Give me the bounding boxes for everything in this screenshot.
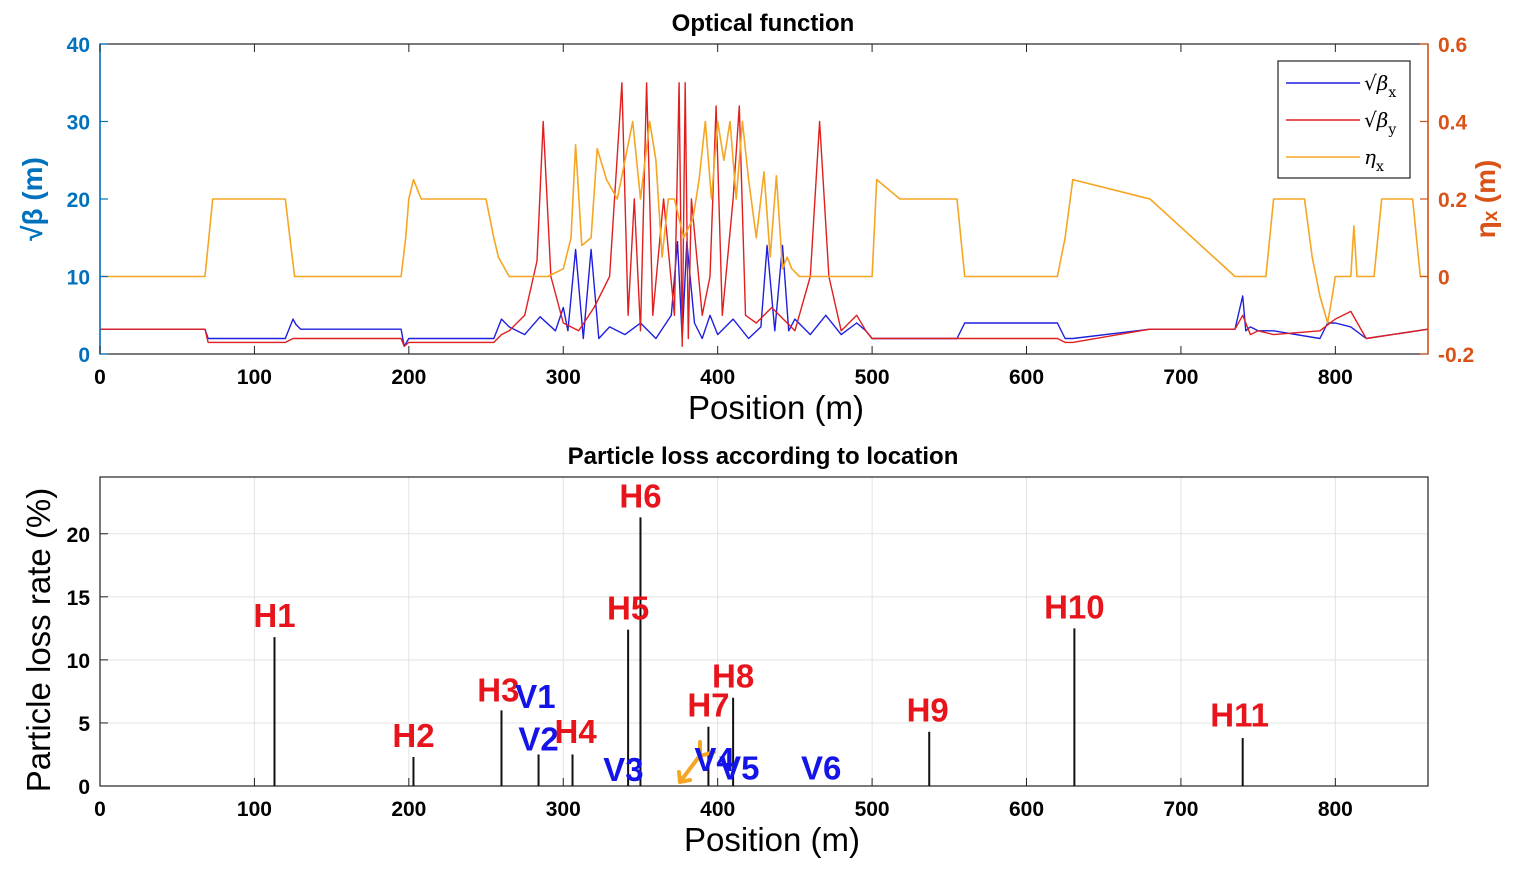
y-tick-label: 0 — [78, 776, 90, 799]
chart2-axes-group: 0 100 200 300 400 500 600 700 800 0 5 10 15 20 — [67, 524, 1353, 821]
x-tick-label: 200 — [391, 366, 426, 389]
chart1-axes-group: 0 100 200 300 400 500 600 700 800 0 10 20 30 40 -0.2 0 0… — [67, 34, 1475, 389]
orange-arrow-icon — [677, 756, 700, 784]
y-right-tick-label: 0.6 — [1438, 34, 1467, 57]
annotation-v6: V6 — [801, 750, 841, 787]
annotation-v3: V3 — [603, 751, 643, 788]
y-left-tick-label: 10 — [67, 267, 90, 290]
x-tick-label: 600 — [1009, 366, 1044, 389]
chart2-grid — [99, 477, 1428, 787]
x-tick-label: 600 — [1009, 798, 1044, 821]
y-right-tick-label: 0.4 — [1438, 112, 1468, 135]
x-tick-label: 0 — [94, 366, 106, 389]
y-right-tick-label: 0 — [1438, 267, 1450, 290]
y-tick-label: 5 — [78, 713, 90, 736]
x-tick-label: 800 — [1318, 366, 1353, 389]
annotation-h11: H11 — [1210, 697, 1269, 734]
x-tick-label: 300 — [546, 366, 581, 389]
legend-base-beta-x: √β — [1364, 71, 1388, 95]
annotation-v2: V2 — [518, 721, 558, 758]
legend-sub-beta-x: x — [1388, 85, 1396, 101]
chart1-x-axis-label: Position (m) — [688, 389, 864, 426]
annotation-v1: V1 — [515, 678, 555, 715]
annotation-h4: H4 — [555, 713, 598, 750]
x-tick-label: 200 — [391, 798, 426, 821]
annotation-h9: H9 — [907, 692, 949, 729]
annotation-v4: V4 — [694, 741, 735, 778]
y-left-tick-label: 0 — [78, 344, 90, 367]
chart2-x-axis-label: Position (m) — [684, 821, 860, 858]
x-tick-label: 100 — [237, 366, 272, 389]
chart1-left-axis-label: √β (m) — [17, 157, 48, 241]
series-line-eta-x — [100, 120, 1428, 324]
annotation-h7: H7 — [687, 687, 729, 724]
annotation-h3: H3 — [477, 671, 519, 708]
y-tick-label: 10 — [67, 650, 90, 673]
legend-label-eta-x: ηx — [1364, 145, 1384, 175]
x-tick-label: 100 — [237, 798, 272, 821]
x-tick-label: 800 — [1318, 798, 1353, 821]
legend-base-beta-y: √β — [1364, 108, 1388, 132]
legend-label-beta-x: √βx — [1364, 71, 1396, 101]
series-line-beta-y — [100, 82, 1429, 347]
y-tick-label: 20 — [67, 524, 90, 547]
y-tick-label: 15 — [67, 587, 91, 610]
y-right-tick-label: 0.2 — [1438, 189, 1467, 212]
annotation-h10: H10 — [1044, 588, 1105, 625]
y-right-tick-label: -0.2 — [1438, 344, 1474, 367]
y-left-tick-label: 30 — [67, 112, 90, 135]
annotation-h6: H6 — [619, 477, 661, 514]
y-left-tick-label: 20 — [67, 189, 90, 212]
x-tick-label: 500 — [855, 798, 890, 821]
chart2-title: Particle loss according to location — [568, 443, 959, 470]
orange-arrow-marker — [677, 740, 716, 784]
orange-arrow-hook-icon — [698, 740, 716, 759]
x-tick-label: 700 — [1163, 366, 1198, 389]
annotation-h5: H5 — [607, 590, 649, 627]
chart1-right-axis-label: ηₓ (m) — [1470, 160, 1501, 239]
legend-base-eta-x: η — [1364, 145, 1376, 169]
particle-loss-chart: Particle loss according to location 0 100… — [20, 443, 1429, 858]
chart1-legend: √βx √βy ηx — [1277, 60, 1411, 179]
chart1-title: Optical function — [672, 10, 855, 37]
x-tick-label: 700 — [1163, 798, 1198, 821]
annotation-h2: H2 — [392, 717, 434, 754]
x-tick-label: 400 — [700, 366, 735, 389]
y-left-tick-label: 40 — [67, 34, 90, 57]
legend-sub-eta-x: x — [1376, 159, 1384, 175]
x-tick-label: 500 — [855, 366, 890, 389]
x-tick-label: 0 — [94, 798, 106, 821]
annotation-h1: H1 — [253, 597, 295, 634]
chart1-series-group — [100, 82, 1429, 347]
chart2-y-axis-label: Particle loss rate (%) — [20, 488, 57, 792]
x-tick-label: 300 — [546, 798, 581, 821]
x-tick-label: 400 — [700, 798, 735, 821]
chart2-bars-group — [273, 517, 1244, 786]
legend-label-beta-y: √βy — [1364, 108, 1396, 138]
chart2-plot-frame — [99, 476, 1429, 787]
annotation-h8: H8 — [712, 658, 754, 695]
annotation-v5: V5 — [719, 750, 759, 787]
legend-sub-beta-y: y — [1387, 122, 1396, 138]
optical-function-chart: Optical function 0 100 200 300 400 500 600 700 8… — [17, 10, 1501, 426]
